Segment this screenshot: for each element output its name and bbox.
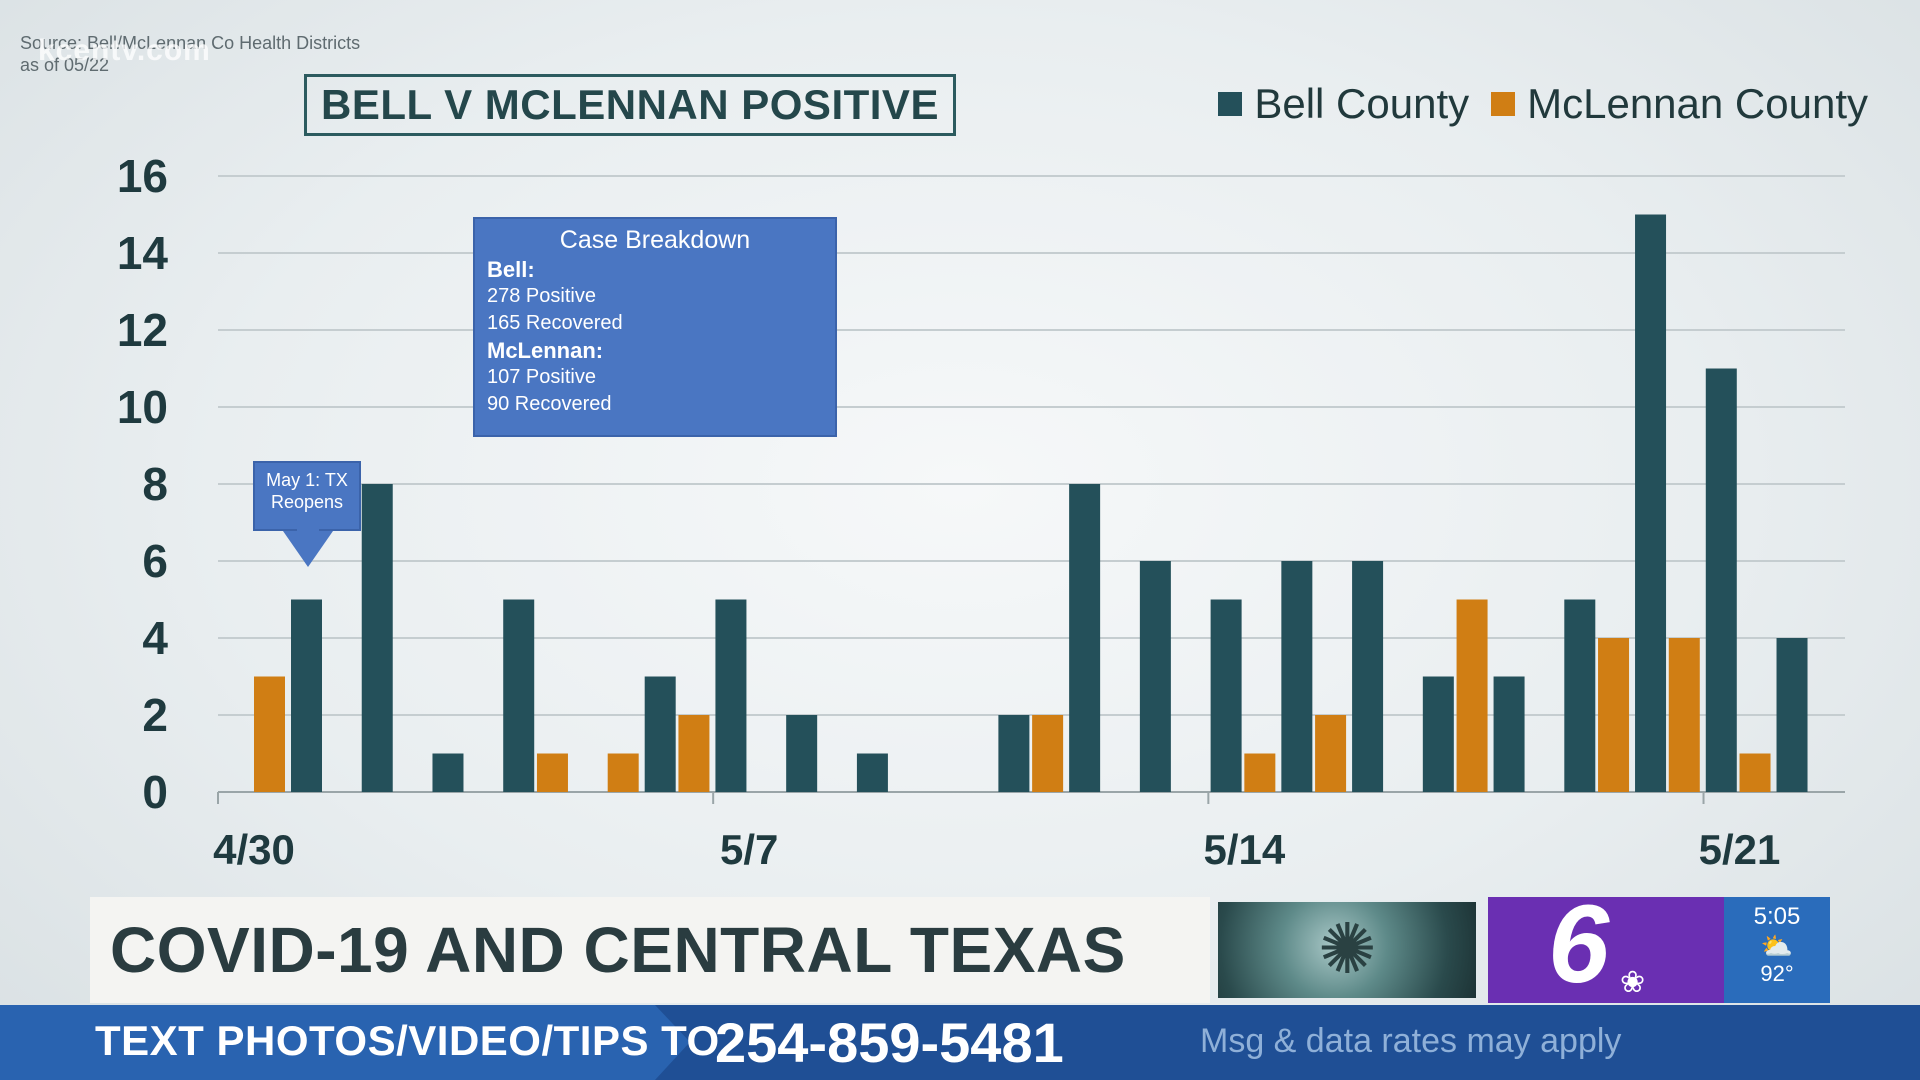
bar-mclennan [536,753,568,792]
bar-bell [1352,561,1384,792]
clock-time: 5:05 [1753,903,1801,930]
legend-label-mclennan: McLennan County [1527,80,1868,127]
virus-icon: ✺ [1318,910,1377,988]
breakdown-mclennan-recovered: 90 Recovered [487,393,612,415]
y-tick-label: 12 [117,304,168,356]
partly-cloudy-icon: ⛅ [1760,931,1794,961]
x-tick-label: 5/21 [1699,826,1781,873]
ticker-phone-number: 254-859-5481 [715,1011,1064,1074]
temperature: 92° [1760,961,1794,986]
bar-mclennan [1456,599,1488,792]
x-tick-label: 5/7 [720,826,778,873]
bar-mclennan [678,715,710,792]
bar-bell [856,753,888,792]
legend-item-bell: Bell County [1218,80,1469,128]
callout-line-2: Reopens [270,492,344,512]
callout-line-1: May 1: TX [266,470,348,490]
bar-bell [1493,676,1525,792]
reopen-callout: May 1: TX Reopens [253,461,361,531]
station-logo [1488,897,1724,1003]
y-tick-label: 6 [142,535,168,587]
bar-bell [432,753,464,792]
breakdown-title: Case Breakdown [559,226,751,254]
y-tick-label: 4 [142,612,168,664]
bar-bell [1564,599,1596,792]
bar-bell [1069,484,1101,792]
source-note: Source: Bell/McLennan Co Health District… [20,32,360,76]
chart-title: BELL V MCLENNAN POSITIVE [304,74,956,136]
bar-bell [998,715,1030,792]
ticker-label-panel [0,1005,690,1080]
bar-bell [644,676,676,792]
ticker-label: TEXT PHOTOS/VIDEO/TIPS TO [95,1017,720,1064]
bar-bell [1139,561,1171,792]
virus-image [1218,902,1476,998]
peacock-icon: ❀ [1620,966,1646,999]
bar-mclennan [254,676,285,792]
station-watermark: kcentv.com [38,34,211,67]
bar-mclennan [1739,753,1771,792]
y-tick-label: 16 [117,150,168,202]
chart-legend: Bell County McLennan County [1218,80,1868,128]
legend-label-bell: Bell County [1254,80,1470,127]
headline: COVID-19 AND CENTRAL TEXAS [110,914,1126,986]
lower-third-headline-bar: COVID-19 AND CENTRAL TEXAS [90,897,1210,1003]
legend-item-mclennan: McLennan County [1491,80,1868,128]
bar-bell [291,599,322,792]
bar-bell [1705,368,1737,792]
bar-bell [1422,676,1454,792]
bar-bell [361,484,393,792]
bar-bell [503,599,535,792]
y-tick-label: 14 [117,227,169,279]
bar-mclennan [1032,715,1064,792]
breakdown-bell-positive: 278 Positive [487,285,596,307]
as-of-date: as of 05/22 [20,55,110,75]
bar-bell [1776,638,1808,792]
bar-bell [1281,561,1313,792]
legend-swatch-mclennan [1491,92,1516,116]
breakdown-mclennan-positive: 107 Positive [487,366,596,388]
bar-mclennan [1598,638,1630,792]
source-line: Source: Bell/McLennan Co Health District… [20,33,361,53]
y-tick-label: 2 [142,689,168,741]
bar-chart: 0 2 4 6 8 10 12 14 16 4/30 5/7 5/14 5/21 [117,150,1845,873]
bar-bell [1210,599,1242,792]
y-tick-label: 10 [117,381,168,433]
case-breakdown-box: Case Breakdown Bell: 278 Positive 165 Re… [473,217,837,437]
x-tick-label: 5/14 [1203,826,1285,873]
down-arrow-icon [283,531,333,567]
bar-bell [786,715,818,792]
bar-bell [715,599,747,792]
breakdown-bell-recovered: 165 Recovered [487,312,623,334]
bar-mclennan [607,753,639,792]
time-weather-box: 5:05 ⛅ 92° [1724,897,1830,1003]
channel-number-logo: 6 [1548,883,1610,1006]
y-tick-label: 0 [142,766,168,818]
ticker-disclaimer: Msg & data rates may apply [1200,1022,1622,1060]
bar-bell [1635,214,1667,792]
legend-swatch-bell [1218,92,1243,116]
x-tick-label: 4/30 [213,826,295,873]
bar-mclennan [1668,638,1700,792]
y-tick-label: 8 [142,458,168,510]
bar-mclennan [1244,753,1276,792]
bar-mclennan [1315,715,1347,792]
breakdown-bell-label: Bell: [487,257,535,282]
breakdown-mclennan-label: McLennan: [487,338,604,363]
